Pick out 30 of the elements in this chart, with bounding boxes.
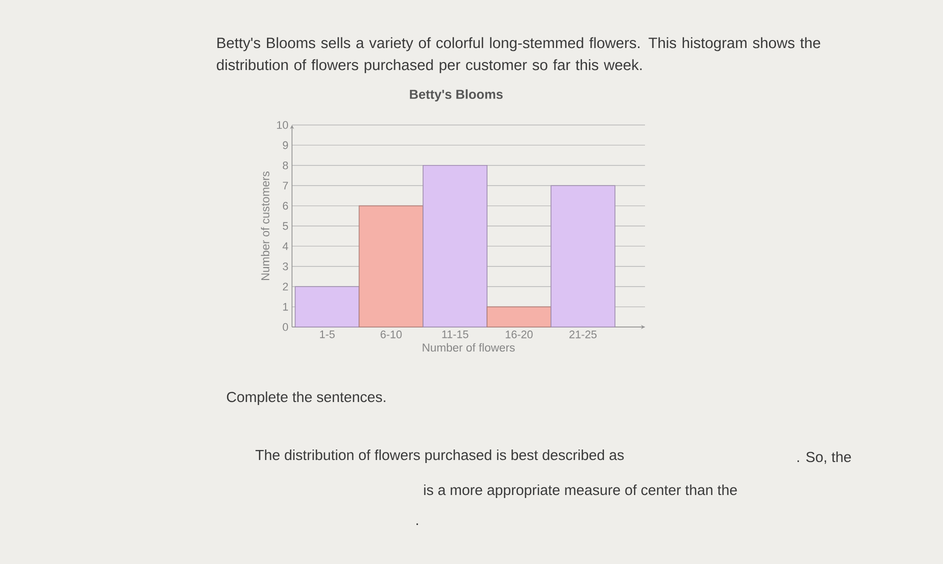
- y-tick-label: 1: [283, 303, 288, 311]
- x-tick-label: 6-10: [380, 330, 402, 338]
- bar: [422, 164, 488, 328]
- text: .: [416, 523, 418, 525]
- bar: [294, 286, 360, 328]
- y-tick-label: 7: [282, 182, 288, 190]
- y-tick-label: 4: [282, 242, 288, 250]
- y-tick-label: 0: [282, 323, 288, 331]
- text: The distribution of flowers purchased is best described as: [256, 449, 624, 463]
- y-tick-label: 2: [282, 282, 288, 290]
- x-tick-label: 16-20: [506, 330, 533, 338]
- bar: [486, 306, 552, 328]
- bar: [550, 185, 616, 328]
- x-tick-label: 21-25: [569, 330, 597, 338]
- y-tick-label: 10: [277, 121, 288, 129]
- x-tick-label: 11-15: [442, 330, 468, 338]
- y-tick-label: 9: [282, 141, 288, 150]
- x-axis-title: Number of flowers: [422, 343, 515, 352]
- chart-title: Betty's Blooms: [410, 89, 503, 102]
- y-tick-label: 5: [282, 222, 288, 230]
- text: . So, the: [798, 451, 851, 464]
- y-tick-label: 8: [282, 162, 288, 170]
- x-tick-label: 1-5: [320, 330, 335, 338]
- y-tick-label: 3: [282, 262, 288, 270]
- text: is a more appropriate measure of center than the: [424, 484, 737, 498]
- text: Complete the sentences.: [226, 391, 386, 405]
- y-tick-label: 6: [282, 202, 288, 210]
- bar: [358, 205, 424, 328]
- text: Betty's Blooms sells a variety of colorful long-stemmed flowers. This histogram shows the distribution of flowers purchased per customer so far this week.: [216, 37, 820, 74]
- y-axis-title: Number of customers: [260, 171, 270, 280]
